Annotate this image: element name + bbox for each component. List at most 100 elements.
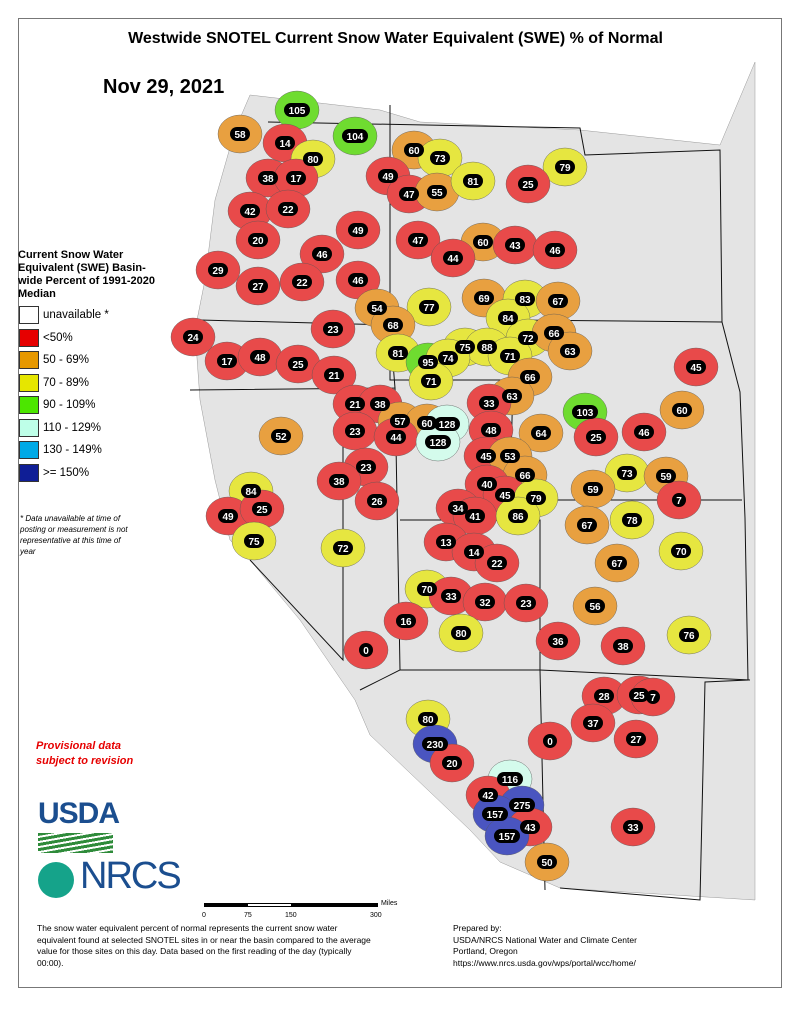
legend-label: <50% [43, 331, 73, 344]
basin-label: 29 [208, 263, 228, 277]
basin-value: 23 [327, 325, 339, 336]
basin-value: 55 [431, 188, 443, 199]
basin-value: 77 [423, 303, 435, 314]
basin-value: 49 [222, 512, 234, 523]
basin-value: 40 [481, 480, 493, 491]
legend-item: >= 150% [19, 463, 89, 483]
basin-label: 79 [555, 160, 575, 174]
basin-label: 32 [475, 595, 495, 609]
basin-value: 25 [256, 505, 268, 516]
basin-label: 52 [271, 429, 291, 443]
basin-label: 42 [240, 204, 260, 218]
basin-value: 60 [676, 406, 688, 417]
basin-label: 95 [418, 355, 438, 369]
basin-value: 88 [481, 343, 493, 354]
basin-label: 157 [482, 807, 508, 821]
legend-item: 90 - 109% [19, 395, 95, 415]
basin-value: 81 [467, 177, 479, 188]
basin-value: 46 [549, 246, 561, 257]
basin-value: 67 [611, 559, 623, 570]
basin-value: 47 [403, 190, 415, 201]
basin-value: 58 [234, 130, 246, 141]
basin-value: 71 [504, 352, 516, 363]
basin-value: 76 [683, 631, 695, 642]
scale-bar [204, 903, 378, 907]
basin-label: 66 [544, 326, 564, 340]
basin-label: 86 [508, 509, 528, 523]
basin-label: 23 [345, 424, 365, 438]
basin-value: 17 [221, 357, 233, 368]
basin-value: 25 [633, 691, 645, 702]
basin-value: 49 [382, 172, 394, 183]
basin-value: 42 [482, 791, 494, 802]
basin-value: 157 [499, 832, 516, 843]
basin-label: 75 [455, 340, 475, 354]
legend-label: >= 150% [43, 466, 90, 479]
basin-label: 46 [348, 273, 368, 287]
state-boundaries [189, 105, 751, 901]
basin-value: 157 [487, 810, 504, 821]
basin-value: 7 [676, 496, 682, 507]
basin-label: 116 [497, 772, 523, 786]
scale-tick-0: 0 [202, 912, 206, 919]
basin-value: 22 [491, 559, 503, 570]
basin-label: 73 [430, 151, 450, 165]
basin-label: 48 [250, 350, 270, 364]
basin-label: 49 [348, 223, 368, 237]
basin-label: 25 [629, 688, 649, 702]
basin-value: 59 [660, 472, 672, 483]
basin-value: 25 [292, 360, 304, 371]
basin-label: 41 [465, 509, 485, 523]
basin-label: 63 [560, 344, 580, 358]
basin-value: 60 [408, 146, 420, 157]
legend-label: 110 - 129% [43, 421, 101, 434]
map-frame [18, 18, 782, 988]
basin-value: 59 [587, 485, 599, 496]
basin-label: 67 [607, 556, 627, 570]
basin-value: 42 [244, 207, 256, 218]
legend-swatch [19, 396, 39, 414]
basin-value: 43 [509, 241, 521, 252]
basin-value: 36 [552, 637, 564, 648]
legend-swatch [19, 328, 39, 347]
map-date: Nov 29, 2021 [103, 76, 225, 98]
basin-label: 66 [515, 468, 535, 482]
basin-label: 20 [248, 233, 268, 247]
basin-value: 7 [650, 693, 656, 704]
basin-value: 84 [502, 314, 514, 325]
basin-label: 76 [679, 628, 699, 642]
basin-value: 34 [452, 504, 464, 515]
basin-label: 64 [531, 426, 551, 440]
legend-label: 90 - 109% [43, 399, 96, 411]
basin-value: 80 [422, 715, 434, 726]
basin-label: 73 [617, 466, 637, 480]
basin-label: 70 [671, 544, 691, 558]
basin-value: 23 [520, 599, 532, 610]
basin-value: 63 [564, 347, 576, 358]
basin-label: 79 [526, 491, 546, 505]
basin-label: 23 [516, 596, 536, 610]
prepared-place: Portland, Oregon [453, 946, 518, 956]
basin-value: 63 [506, 392, 518, 403]
basin-value: 45 [690, 363, 702, 374]
basin-value: 66 [519, 471, 531, 482]
basin-label: 36 [548, 634, 568, 648]
basin-value: 38 [374, 400, 386, 411]
basin-label: 53 [500, 449, 520, 463]
prepared-url[interactable]: https://www.nrcs.usda.gov/wps/portal/wcc… [453, 957, 636, 968]
basin-value: 49 [352, 226, 364, 237]
basin-value: 68 [387, 321, 399, 332]
legend-swatch [19, 463, 39, 482]
legend-title: Current Snow Water Equivalent (SWE) Basi… [18, 249, 155, 300]
basin-value: 33 [483, 399, 495, 410]
nrcs-drop-icon [38, 862, 74, 898]
basin-value: 47 [412, 236, 424, 247]
basin-value: 0 [547, 737, 553, 748]
basin-label: 81 [388, 346, 408, 360]
basin-value: 79 [559, 163, 571, 174]
basin-label: 71 [421, 374, 441, 388]
basin-value: 84 [245, 487, 257, 498]
basin-label: 128 [434, 417, 460, 431]
basin-label: 60 [473, 235, 493, 249]
basin-label: 21 [324, 368, 344, 382]
